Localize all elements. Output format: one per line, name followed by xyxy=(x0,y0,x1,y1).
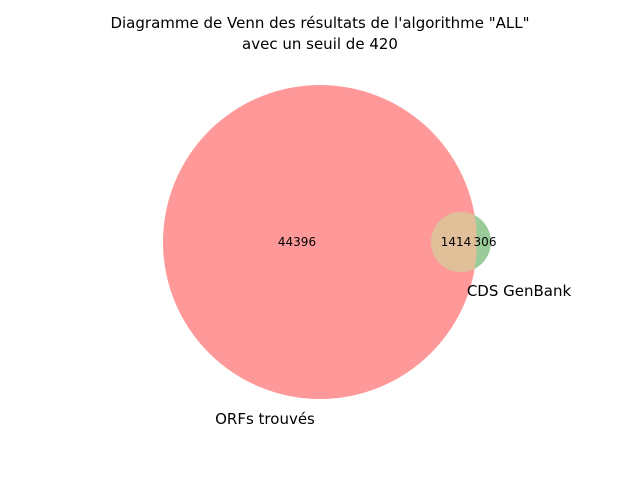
intersection-region xyxy=(431,212,477,272)
chart-title-line-2: avec un seuil de 420 xyxy=(242,35,398,53)
chart-title-line-1: Diagramme de Venn des résultats de l'alg… xyxy=(110,14,529,32)
count-only-cds: 306 xyxy=(474,235,497,249)
count-intersection: 1414 xyxy=(441,235,472,249)
count-only-orfs: 44396 xyxy=(278,235,316,249)
set-label-orfs: ORFs trouvés xyxy=(215,410,315,428)
set-label-cds: CDS GenBank xyxy=(467,282,572,300)
set-circle-orfs xyxy=(163,85,477,399)
